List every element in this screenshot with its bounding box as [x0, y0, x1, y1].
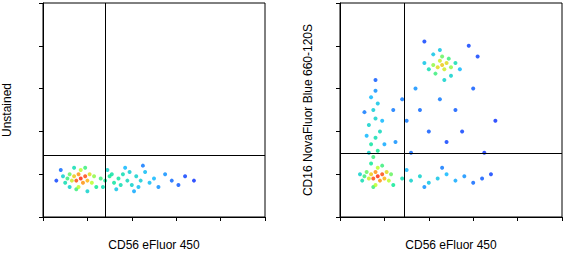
- svg-text:CD56 eFluor 450: CD56 eFluor 450: [108, 238, 200, 252]
- svg-text:CD56 eFluor 450: CD56 eFluor 450: [405, 238, 497, 252]
- svg-text:Unstained: Unstained: [0, 83, 14, 137]
- svg-text:CD16 NovaFluor Blue 660-120S: CD16 NovaFluor Blue 660-120S: [301, 24, 315, 196]
